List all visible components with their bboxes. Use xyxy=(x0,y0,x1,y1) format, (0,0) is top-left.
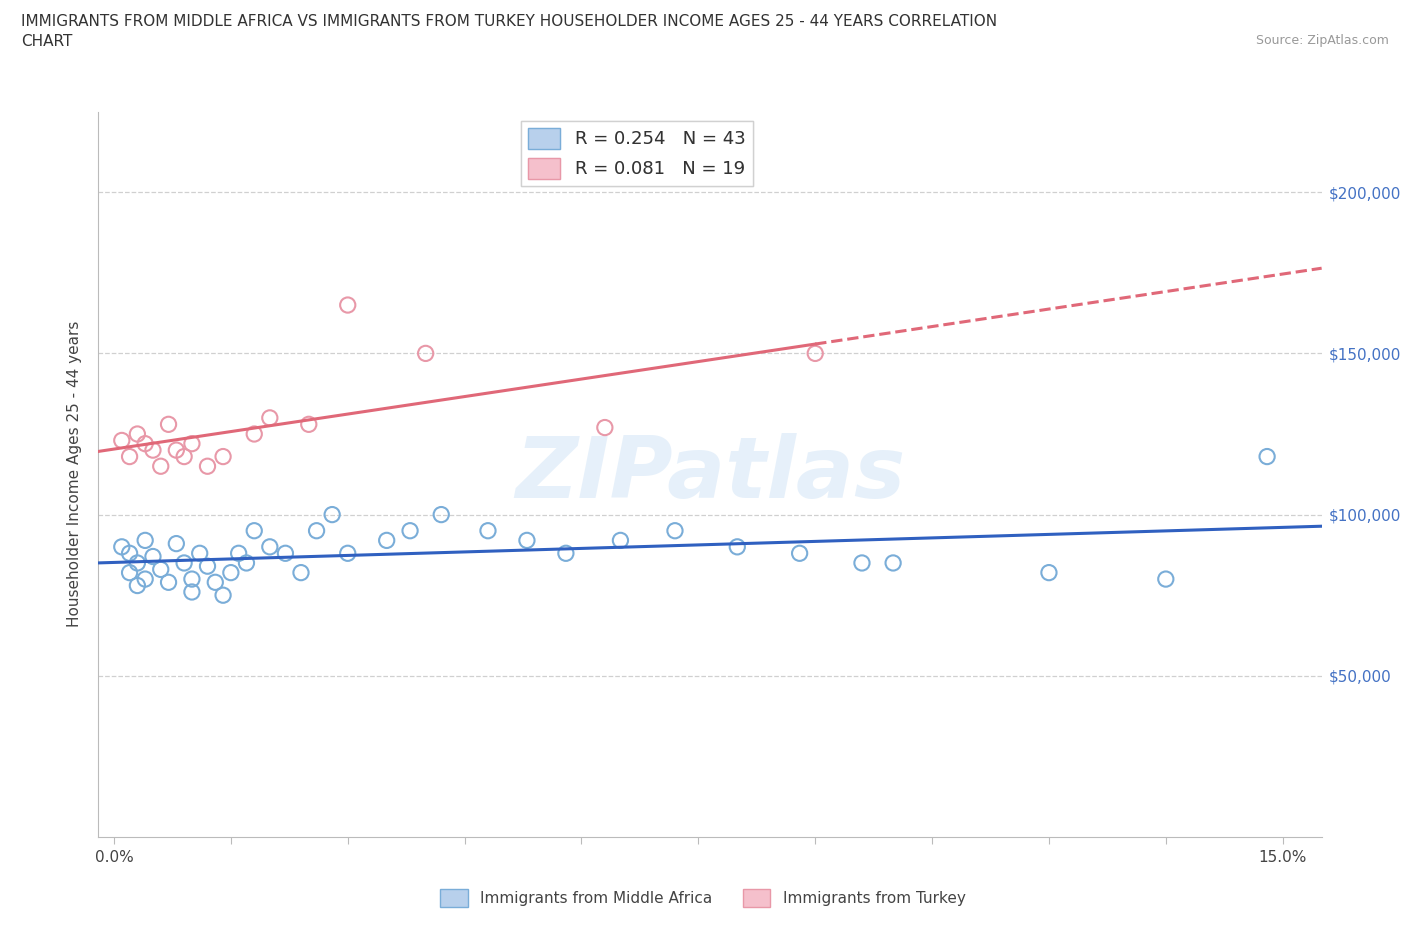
Text: CHART: CHART xyxy=(21,34,73,49)
Text: ZIPatlas: ZIPatlas xyxy=(515,432,905,516)
Point xyxy=(127,578,149,593)
Point xyxy=(1038,565,1060,580)
Point xyxy=(165,537,187,551)
Text: Source: ZipAtlas.com: Source: ZipAtlas.com xyxy=(1256,34,1389,47)
Point xyxy=(118,546,141,561)
Point xyxy=(593,420,616,435)
Point xyxy=(219,565,242,580)
Point xyxy=(118,449,141,464)
Point xyxy=(259,410,281,425)
Point xyxy=(212,449,235,464)
Point xyxy=(197,559,219,574)
Point xyxy=(157,417,180,432)
Point xyxy=(290,565,312,580)
Point xyxy=(430,507,453,522)
Point xyxy=(336,298,359,312)
Point xyxy=(664,524,686,538)
Point xyxy=(127,427,149,442)
Point xyxy=(111,539,134,554)
Point xyxy=(804,346,827,361)
Point xyxy=(118,565,141,580)
Point xyxy=(165,443,187,458)
Point xyxy=(228,546,250,561)
Point xyxy=(305,524,328,538)
Legend: Immigrants from Middle Africa, Immigrants from Turkey: Immigrants from Middle Africa, Immigrant… xyxy=(434,884,972,913)
Point xyxy=(851,555,873,570)
Point xyxy=(180,585,202,600)
Point xyxy=(243,524,266,538)
Point xyxy=(188,546,211,561)
Point xyxy=(336,546,359,561)
Point xyxy=(1256,449,1278,464)
Point xyxy=(609,533,631,548)
Point xyxy=(127,555,149,570)
Point xyxy=(415,346,437,361)
Point xyxy=(321,507,343,522)
Point xyxy=(725,539,748,554)
Point xyxy=(399,524,422,538)
Point xyxy=(149,562,172,577)
Point xyxy=(142,549,165,564)
Point xyxy=(204,575,226,590)
Point xyxy=(134,533,156,548)
Point xyxy=(157,575,180,590)
Point xyxy=(142,443,165,458)
Point xyxy=(180,436,202,451)
Point xyxy=(554,546,576,561)
Point xyxy=(882,555,904,570)
Point xyxy=(173,555,195,570)
Point xyxy=(243,427,266,442)
Point xyxy=(274,546,297,561)
Text: IMMIGRANTS FROM MIDDLE AFRICA VS IMMIGRANTS FROM TURKEY HOUSEHOLDER INCOME AGES : IMMIGRANTS FROM MIDDLE AFRICA VS IMMIGRA… xyxy=(21,14,997,29)
Point xyxy=(298,417,321,432)
Point xyxy=(197,458,219,473)
Point xyxy=(134,572,156,587)
Point xyxy=(173,449,195,464)
Point xyxy=(149,458,172,473)
Point xyxy=(477,524,499,538)
Point xyxy=(1154,572,1177,587)
Y-axis label: Householder Income Ages 25 - 44 years: Householder Income Ages 25 - 44 years xyxy=(67,321,83,628)
Point xyxy=(180,572,202,587)
Point xyxy=(516,533,538,548)
Point xyxy=(212,588,235,603)
Point xyxy=(111,433,134,448)
Point xyxy=(235,555,257,570)
Point xyxy=(259,539,281,554)
Point xyxy=(134,436,156,451)
Point xyxy=(789,546,811,561)
Legend: R = 0.254   N = 43, R = 0.081   N = 19: R = 0.254 N = 43, R = 0.081 N = 19 xyxy=(520,121,752,186)
Point xyxy=(375,533,398,548)
